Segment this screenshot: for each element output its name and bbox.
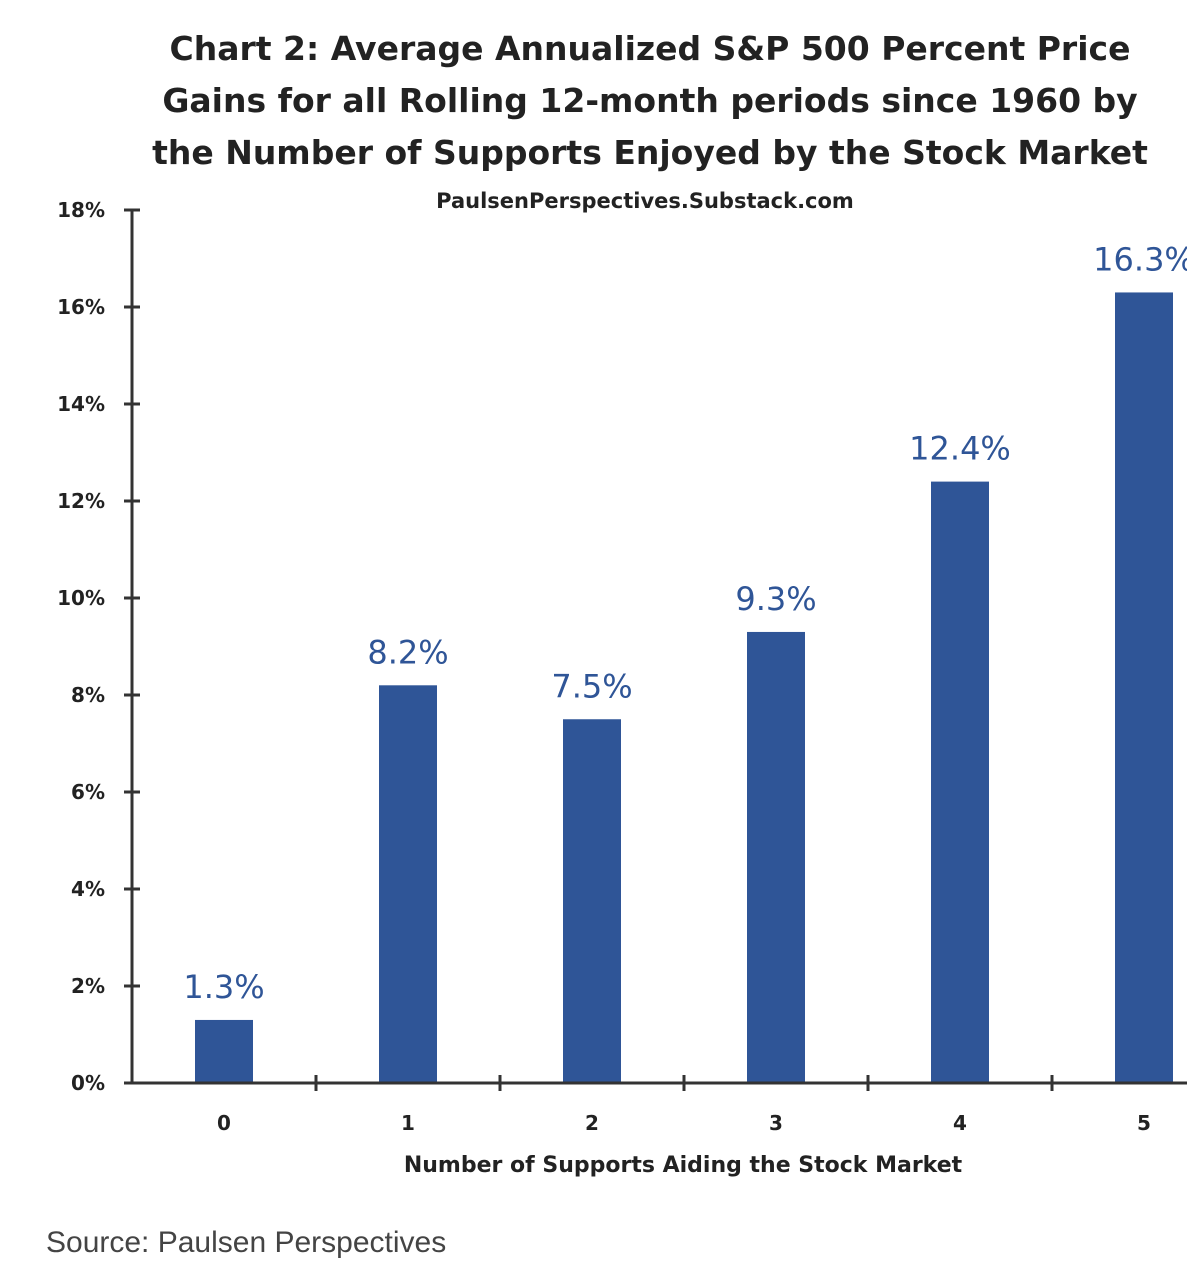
y-tick-label: 4% bbox=[71, 877, 105, 901]
x-tick-label: 5 bbox=[1137, 1111, 1151, 1135]
data-labels: 1.3% 8.2% 7.5% 9.3% 12.4% 16.3% bbox=[183, 240, 1187, 1006]
bar bbox=[1115, 292, 1173, 1083]
x-tick-label: 2 bbox=[585, 1111, 599, 1135]
chart-title: Chart 2: Average Annualized S&P 500 Perc… bbox=[152, 29, 1148, 172]
chart-title-line-2: Gains for all Rolling 12-month periods s… bbox=[162, 81, 1137, 120]
bar bbox=[195, 1019, 253, 1083]
y-tick-label: 6% bbox=[71, 780, 105, 804]
data-label: 7.5% bbox=[551, 667, 632, 705]
x-tick-label: 4 bbox=[953, 1111, 967, 1135]
y-tick-label: 14% bbox=[57, 392, 105, 416]
y-tick-label: 18% bbox=[57, 198, 105, 222]
chart-subtitle: PaulsenPerspectives.Substack.com bbox=[436, 189, 854, 213]
x-tick-label: 1 bbox=[401, 1111, 415, 1135]
data-label: 16.3% bbox=[1093, 240, 1187, 278]
y-tick-label: 0% bbox=[71, 1071, 105, 1095]
data-label: 8.2% bbox=[367, 633, 448, 671]
data-label: 12.4% bbox=[909, 430, 1011, 468]
x-tick-label: 3 bbox=[769, 1111, 783, 1135]
bar bbox=[563, 719, 621, 1083]
y-axis-ticks: 0% 2% 4% 6% 8% 10% 12% 14% 16% 18% bbox=[57, 198, 140, 1095]
bar bbox=[931, 481, 989, 1084]
bar-series bbox=[195, 292, 1173, 1084]
y-tick-label: 8% bbox=[71, 683, 105, 707]
data-label: 9.3% bbox=[735, 580, 816, 618]
x-tick-label: 0 bbox=[217, 1111, 231, 1135]
chart-title-line-1: Chart 2: Average Annualized S&P 500 Perc… bbox=[170, 29, 1131, 68]
y-tick-label: 16% bbox=[57, 295, 105, 319]
source-note: Source: Paulsen Perspectives bbox=[46, 1226, 447, 1259]
x-axis-label: Number of Supports Aiding the Stock Mark… bbox=[404, 1153, 963, 1178]
y-tick-label: 2% bbox=[71, 974, 105, 998]
chart-title-line-3: the Number of Supports Enjoyed by the St… bbox=[152, 133, 1148, 172]
y-tick-label: 12% bbox=[57, 489, 105, 513]
bar bbox=[379, 685, 437, 1083]
data-label: 1.3% bbox=[183, 968, 264, 1006]
bar bbox=[747, 631, 805, 1083]
y-tick-label: 10% bbox=[57, 586, 105, 610]
